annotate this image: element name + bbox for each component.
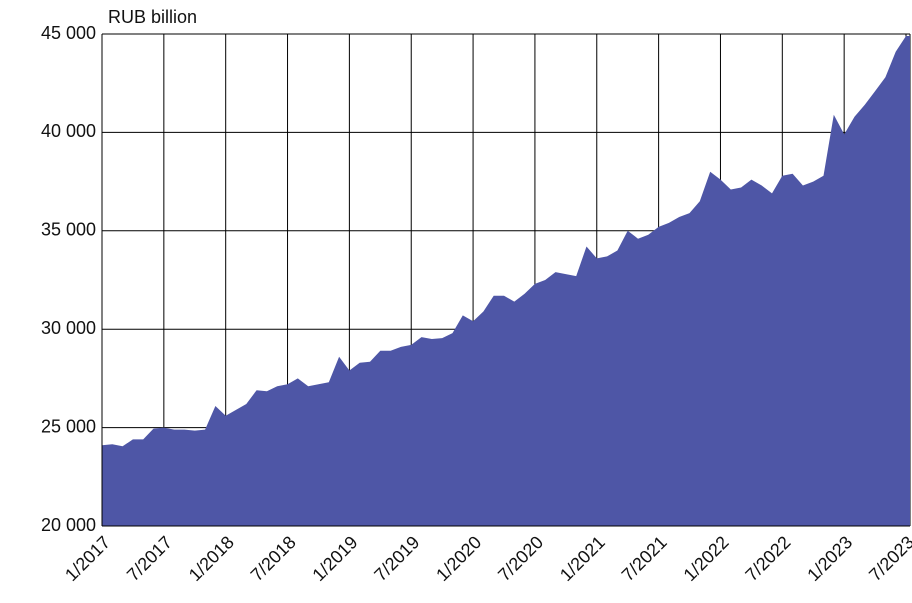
x-tick-label: 7/2019 bbox=[370, 532, 423, 585]
x-tick-label: 1/2022 bbox=[680, 532, 733, 585]
x-tick-label: 1/2021 bbox=[556, 532, 609, 585]
x-tick-label: 1/2020 bbox=[432, 532, 485, 585]
area bbox=[102, 36, 910, 526]
y-tick-label: 45 000 bbox=[41, 23, 96, 43]
x-tick-label: 7/2020 bbox=[494, 532, 547, 585]
y-axis-label: RUB billion bbox=[108, 7, 197, 27]
y-tick-label: 40 000 bbox=[41, 121, 96, 141]
x-tick-label: 7/2022 bbox=[741, 532, 794, 585]
y-tick-label: 25 000 bbox=[41, 416, 96, 436]
x-tick-label: 1/2018 bbox=[185, 532, 238, 585]
y-tick-label: 20 000 bbox=[41, 515, 96, 535]
x-tick-label: 1/2023 bbox=[803, 532, 856, 585]
y-tick-label: 30 000 bbox=[41, 318, 96, 338]
x-tick-label: 7/2017 bbox=[123, 532, 176, 585]
x-tick-label: 1/2017 bbox=[61, 532, 114, 585]
x-tick-label: 7/2018 bbox=[247, 532, 300, 585]
y-tick-label: 35 000 bbox=[41, 220, 96, 240]
x-tick-label: 1/2019 bbox=[308, 532, 361, 585]
x-tick-label: 7/2021 bbox=[618, 532, 671, 585]
x-tick-label: 7/2023 bbox=[865, 532, 912, 585]
